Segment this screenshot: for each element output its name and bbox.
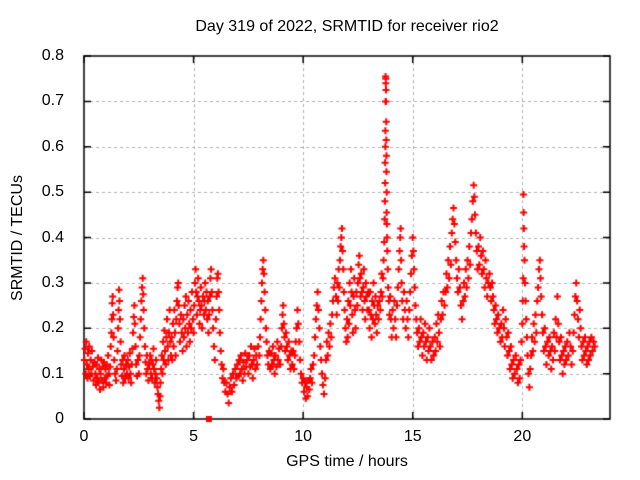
y-tick-label: 0.4 [41,228,64,246]
y-tick-label: 0 [55,410,64,427]
chart-title: Day 319 of 2022, SRMTID for receiver rio… [195,18,499,35]
y-tick-label: 0.1 [41,364,64,382]
x-tick-label: 20 [513,428,532,445]
y-tick-label: 0.2 [41,319,64,337]
x-tick-label: 10 [294,428,313,445]
y-tick-label: 0.3 [41,273,64,291]
y-tick-label: 0.5 [41,183,64,201]
y-tick-label: 0.7 [41,92,64,110]
x-axis-title: GPS time / hours [286,453,408,470]
y-tick-label: 0.6 [41,137,64,155]
y-tick-label: 0.8 [41,47,64,64]
x-tick-label: 5 [189,428,199,445]
x-tick-label: 15 [403,428,422,445]
x-tick-label: 0 [79,428,89,445]
